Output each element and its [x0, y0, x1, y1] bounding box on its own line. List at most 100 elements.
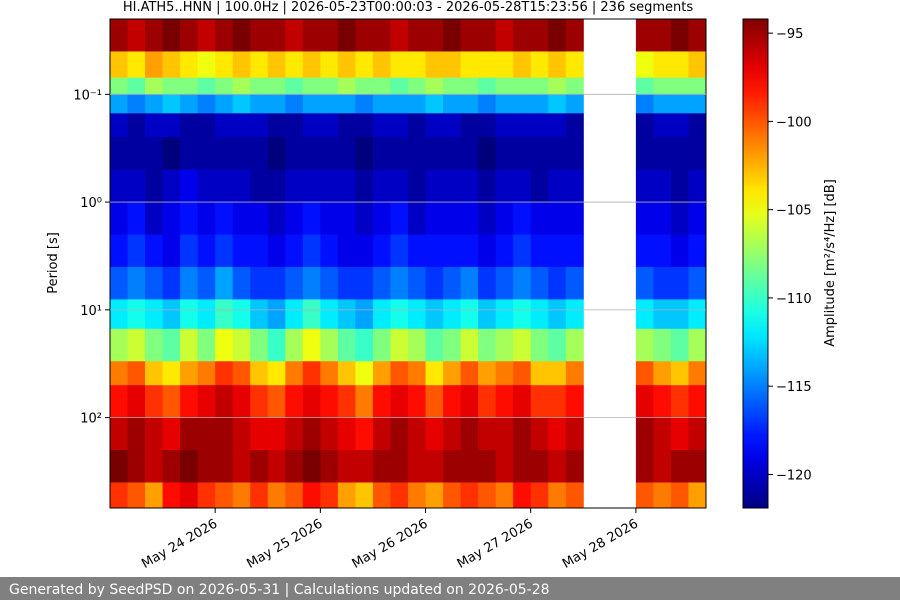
cell	[250, 385, 269, 419]
cell	[495, 202, 514, 236]
cell	[285, 113, 304, 138]
cell	[320, 113, 339, 138]
cell	[460, 385, 479, 419]
cell	[443, 482, 462, 509]
cell	[197, 417, 216, 451]
cell	[495, 266, 514, 300]
chart-title: HI.ATH5..HNN | 100.0Hz | 2026-05-23T00:0…	[123, 0, 694, 15]
cell	[110, 328, 129, 362]
cell	[530, 482, 549, 509]
cell	[653, 328, 672, 362]
cell	[337, 19, 356, 52]
cell	[337, 137, 356, 171]
cell	[478, 169, 497, 203]
cell	[267, 385, 286, 419]
cell	[495, 234, 514, 268]
cell	[355, 361, 374, 386]
cell	[127, 113, 146, 138]
cell	[145, 299, 164, 330]
cell	[215, 450, 234, 483]
cell	[443, 417, 462, 451]
cell	[548, 361, 567, 386]
cell	[355, 113, 374, 138]
cell	[390, 299, 409, 330]
cell	[670, 137, 689, 171]
cell	[110, 361, 129, 386]
cell	[355, 94, 374, 114]
cell	[548, 417, 567, 451]
cell	[267, 19, 286, 52]
cell	[302, 299, 321, 330]
cell	[390, 94, 409, 114]
cell	[443, 113, 462, 138]
cell	[390, 417, 409, 451]
cell	[408, 202, 427, 236]
cell	[285, 51, 304, 79]
cell	[513, 113, 532, 138]
cell	[670, 299, 689, 330]
cell	[653, 482, 672, 509]
cell	[180, 417, 199, 451]
cell	[180, 51, 199, 79]
cell	[670, 51, 689, 79]
cell	[110, 417, 129, 451]
cell	[548, 202, 567, 236]
footer-text: Generated by SeedPSD on 2026-05-31 | Cal…	[9, 582, 550, 598]
cell	[635, 137, 654, 171]
cell	[548, 482, 567, 509]
cell	[688, 51, 707, 79]
cell	[337, 202, 356, 236]
cell	[635, 94, 654, 114]
cell	[670, 361, 689, 386]
cell	[425, 169, 444, 203]
cell	[145, 361, 164, 386]
cell	[250, 169, 269, 203]
cell	[372, 482, 391, 509]
cell	[180, 77, 199, 95]
cell	[215, 51, 234, 79]
cell	[110, 51, 129, 79]
cell	[653, 234, 672, 268]
cell	[337, 113, 356, 138]
cell	[215, 361, 234, 386]
cell	[513, 385, 532, 419]
cell	[548, 77, 567, 95]
cell	[425, 77, 444, 95]
cell	[267, 137, 286, 171]
cell	[302, 450, 321, 483]
cell	[127, 482, 146, 509]
cell	[460, 94, 479, 114]
cell	[250, 51, 269, 79]
cell	[530, 385, 549, 419]
cell	[267, 299, 286, 330]
cell	[320, 169, 339, 203]
cell	[513, 94, 532, 114]
cell	[530, 137, 549, 171]
cell	[425, 417, 444, 451]
cell	[215, 94, 234, 114]
cell	[355, 482, 374, 509]
cell	[513, 482, 532, 509]
cell	[197, 482, 216, 509]
cell	[285, 94, 304, 114]
cell	[162, 450, 181, 483]
cell	[250, 94, 269, 114]
cell	[250, 113, 269, 138]
cell	[180, 234, 199, 268]
cell	[495, 328, 514, 362]
cell	[548, 234, 567, 268]
cell	[460, 137, 479, 171]
cell	[162, 328, 181, 362]
cell	[565, 19, 584, 52]
cell	[162, 299, 181, 330]
cell	[355, 328, 374, 362]
cell	[653, 361, 672, 386]
cell	[688, 202, 707, 236]
cell	[653, 94, 672, 114]
cell	[232, 361, 251, 386]
cell	[372, 450, 391, 483]
cell	[460, 361, 479, 386]
cell	[355, 299, 374, 330]
cell	[302, 361, 321, 386]
